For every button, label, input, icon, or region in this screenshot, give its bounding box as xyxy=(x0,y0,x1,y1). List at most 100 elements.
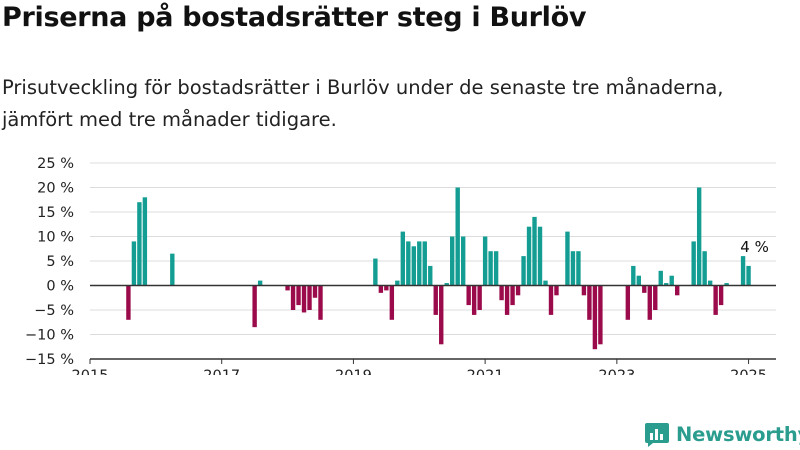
y-tick-label: 25 % xyxy=(37,156,74,172)
bar-2020-11 xyxy=(471,285,477,315)
bar-2018-01 xyxy=(285,285,290,291)
bar-2021-01 xyxy=(482,236,488,286)
bar-2021-10 xyxy=(532,216,537,286)
bar-2023-08 xyxy=(653,285,658,310)
bar-2020-03 xyxy=(428,265,433,286)
bar-2018-05 xyxy=(307,285,312,310)
x-tick-label: 2017 xyxy=(203,368,240,375)
bar-2019-09 xyxy=(395,280,400,286)
bar-2018-06 xyxy=(312,285,318,298)
bar-2020-08 xyxy=(455,187,460,286)
y-tick-label: 0 % xyxy=(46,279,74,295)
bar-2019-12 xyxy=(411,246,416,286)
bar-2023-03 xyxy=(625,285,631,320)
bar-2023-10 xyxy=(664,283,669,286)
bar-2019-06 xyxy=(378,285,384,293)
bar-2021-04 xyxy=(499,285,504,301)
bar-2020-01 xyxy=(417,241,422,286)
bar-2024-12 xyxy=(740,256,746,286)
bar-2021-09 xyxy=(526,226,532,286)
bar-2015-10 xyxy=(137,202,142,286)
bar-2020-04 xyxy=(433,285,438,315)
x-tick-label: 2025 xyxy=(730,368,767,375)
grid-layer xyxy=(90,162,776,360)
y-tick-label: 15 % xyxy=(37,205,74,221)
y-tick-label: −5 % xyxy=(34,303,74,319)
bar-2025-01 xyxy=(746,265,751,286)
bar-2023-07 xyxy=(647,285,652,320)
bar-2017-07 xyxy=(252,285,257,328)
bar-2022-09 xyxy=(592,285,598,350)
bar-2021-12 xyxy=(543,280,548,286)
bar-2024-06 xyxy=(707,280,713,286)
bar-2022-05 xyxy=(570,251,576,286)
bar-2020-10 xyxy=(466,285,471,306)
bar-2021-05 xyxy=(504,285,510,315)
bar-2024-03 xyxy=(691,241,696,286)
bar-2018-07 xyxy=(318,285,323,320)
y-tick-label: −10 % xyxy=(25,328,74,344)
bar-2017-08 xyxy=(257,280,263,286)
bar-2023-11 xyxy=(669,275,674,286)
bar-2021-07 xyxy=(515,285,521,296)
y-tick-label: 5 % xyxy=(46,254,74,270)
bar-2023-06 xyxy=(642,285,647,293)
bar-2021-08 xyxy=(521,256,526,286)
x-tick-label: 2021 xyxy=(467,368,504,375)
bar-2021-02 xyxy=(488,251,493,286)
chart-subtitle: Prisutveckling för bostadsrätter i Burlö… xyxy=(2,76,724,131)
bar-2022-10 xyxy=(598,285,603,345)
y-tick-label: 10 % xyxy=(37,230,74,246)
bar-2019-10 xyxy=(400,231,406,286)
bar-2022-04 xyxy=(565,231,570,286)
bar-2023-04 xyxy=(631,265,636,286)
bar-2018-03 xyxy=(296,285,301,306)
bar-2015-11 xyxy=(142,197,148,286)
bar-2024-07 xyxy=(713,285,718,315)
bar-2018-02 xyxy=(290,285,296,310)
axis-layer: −15 % −10 % −5 % 0 % 5 % 10 % 15 % 20 % 25 % 2015… xyxy=(25,156,776,375)
bar-2019-07 xyxy=(384,285,389,291)
newsworthy-logo-icon xyxy=(645,423,669,447)
price-change-bar-chart: −15 % −10 % −5 % 0 % 5 % 10 % 15 % 20 % 25 % 2015… xyxy=(25,156,776,375)
brand-name: Newsworthy xyxy=(676,422,800,446)
bar-2023-12 xyxy=(675,285,680,296)
bar-2022-02 xyxy=(554,285,559,296)
bar-2021-03 xyxy=(493,251,499,286)
y-tick-label: −15 % xyxy=(25,352,74,368)
bar-2020-05 xyxy=(439,285,444,345)
bar-2024-05 xyxy=(702,251,707,286)
bar-2019-05 xyxy=(373,258,378,286)
bar-2020-06 xyxy=(444,283,449,286)
bar-2015-09 xyxy=(131,241,137,286)
bars-layer xyxy=(126,187,751,350)
x-tick-label: 2023 xyxy=(598,368,635,375)
bar-2023-05 xyxy=(636,275,641,286)
bar-2022-07 xyxy=(581,285,587,296)
y-tick-label: 20 % xyxy=(37,181,74,197)
bar-2023-09 xyxy=(658,270,663,286)
bar-2016-04 xyxy=(170,253,175,286)
newsworthy-brand[interactable]: Newsworthy xyxy=(644,420,800,448)
bar-2021-06 xyxy=(510,285,515,306)
latest-value-label: 4 % xyxy=(740,238,769,256)
label-layer: 4 % xyxy=(740,238,769,256)
bar-2024-08 xyxy=(718,285,724,306)
bar-2020-09 xyxy=(460,236,466,286)
bar-2019-08 xyxy=(389,285,395,320)
bar-2024-04 xyxy=(696,187,702,286)
bar-2019-11 xyxy=(406,241,411,286)
x-tick-label: 2019 xyxy=(335,368,372,375)
bar-2024-09 xyxy=(724,283,729,286)
chart-title: Priserna på bostadsrätter steg i Burlöv xyxy=(2,2,587,33)
bar-2020-12 xyxy=(477,285,482,310)
bar-2018-04 xyxy=(301,285,307,313)
bar-2022-01 xyxy=(548,285,554,315)
bar-2015-08 xyxy=(126,285,131,320)
bar-2022-06 xyxy=(576,251,581,286)
bar-2020-02 xyxy=(422,241,427,286)
bar-2021-11 xyxy=(537,226,543,286)
x-tick-label: 2015 xyxy=(72,368,109,375)
bar-2022-08 xyxy=(587,285,592,320)
bar-2020-07 xyxy=(450,236,455,286)
